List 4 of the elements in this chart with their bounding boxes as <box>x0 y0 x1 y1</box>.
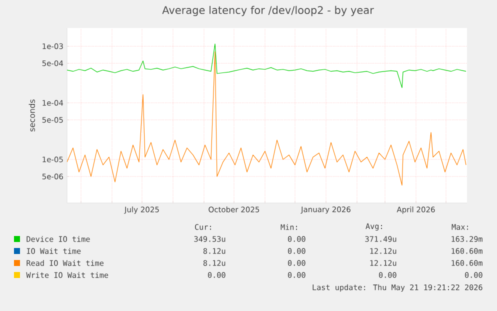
y-axis-title: seconds <box>28 100 35 132</box>
line-series <box>67 44 466 88</box>
chart-title: Average latency for /dev/loop2 - by year <box>162 6 374 16</box>
line-series <box>67 51 466 186</box>
